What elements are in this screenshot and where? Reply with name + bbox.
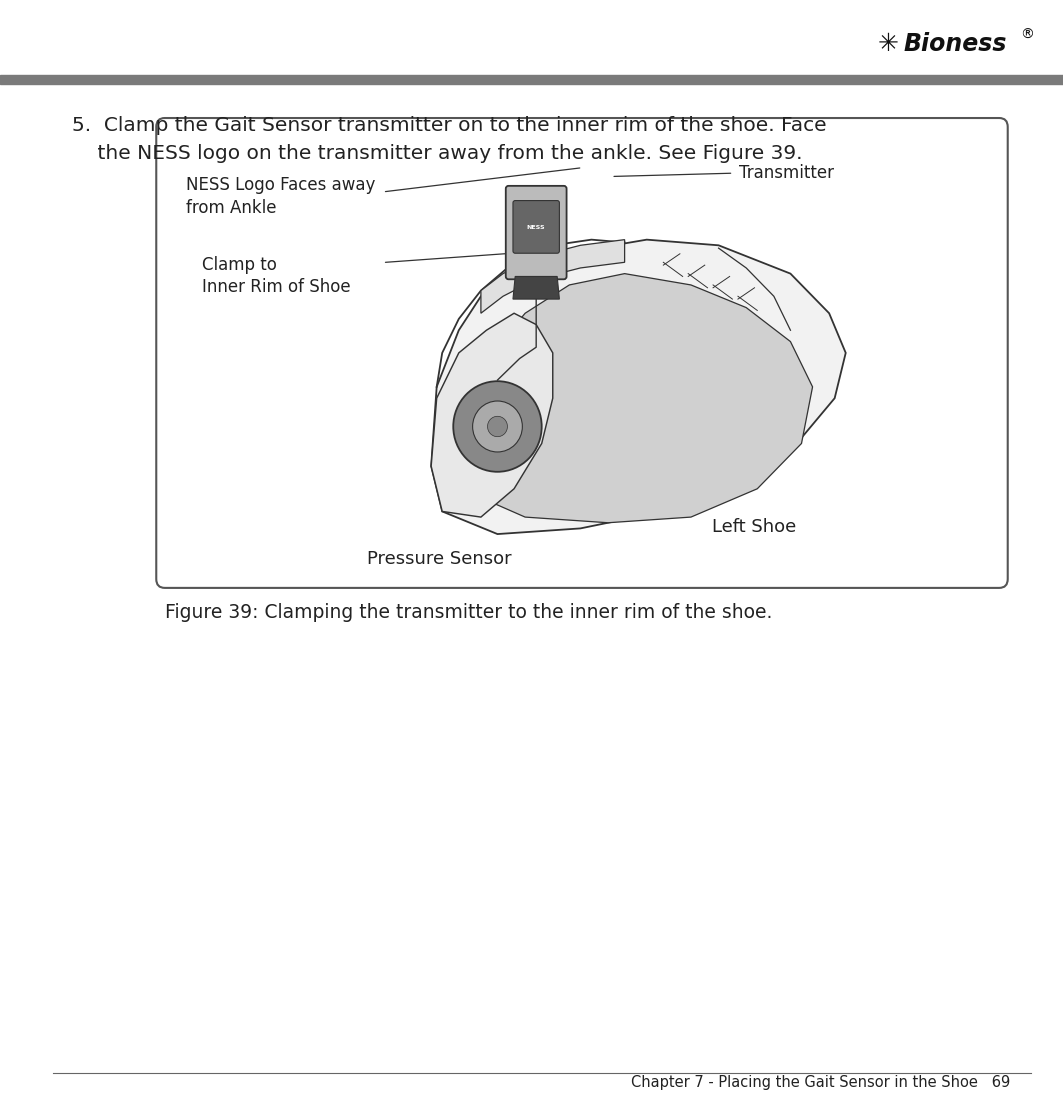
Text: NESS: NESS: [527, 225, 545, 229]
Polygon shape: [470, 274, 812, 523]
Text: NESS Logo Faces away
from Ankle: NESS Logo Faces away from Ankle: [186, 176, 375, 216]
Bar: [0, 75, 1063, 84]
FancyBboxPatch shape: [513, 201, 559, 254]
Text: Chapter 7 - Placing the Gait Sensor in the Shoe   69: Chapter 7 - Placing the Gait Sensor in t…: [630, 1074, 1010, 1090]
Polygon shape: [432, 313, 553, 517]
Circle shape: [453, 382, 542, 472]
FancyBboxPatch shape: [156, 118, 1008, 588]
Text: Clamp to
Inner Rim of Shoe: Clamp to Inner Rim of Shoe: [202, 256, 351, 296]
Text: Pressure Sensor: Pressure Sensor: [367, 550, 511, 568]
Polygon shape: [480, 239, 625, 313]
Circle shape: [488, 416, 507, 437]
FancyBboxPatch shape: [506, 185, 567, 279]
Polygon shape: [513, 277, 559, 299]
Text: Bioness: Bioness: [904, 32, 1007, 56]
Text: 5.  Clamp the Gait Sensor transmitter on to the inner rim of the shoe. Face
    : 5. Clamp the Gait Sensor transmitter on …: [72, 116, 827, 163]
Text: ®: ®: [1020, 29, 1034, 42]
Text: Figure 39: Clamping the transmitter to the inner rim of the shoe.: Figure 39: Clamping the transmitter to t…: [165, 602, 772, 622]
Text: ✳: ✳: [877, 32, 898, 56]
Circle shape: [473, 401, 522, 452]
Polygon shape: [432, 239, 846, 534]
Text: Transmitter: Transmitter: [739, 164, 833, 182]
Text: Left Shoe: Left Shoe: [712, 518, 796, 536]
